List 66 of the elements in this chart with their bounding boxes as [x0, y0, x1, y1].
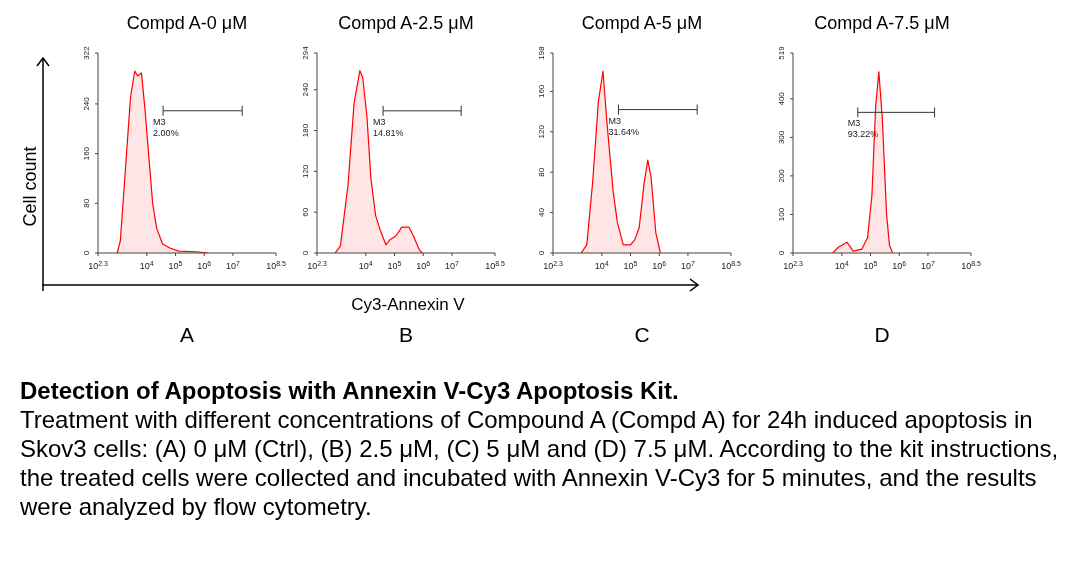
x-tick-label: 10$^{6}$ — [197, 259, 212, 271]
x-tick-label: 10$^{8.5}$ — [485, 259, 505, 271]
x-tick-label: 10$^{2.3}$ — [543, 259, 563, 271]
x-tick-label: 10$^{8.5}$ — [721, 259, 741, 271]
chart-title: Compd A-7.5 μM — [813, 13, 951, 35]
annotation: 2.00% — [153, 127, 179, 138]
x-tick-label: 10$^{7}$ — [225, 259, 240, 271]
x-tick-label: 10$^{6}$ — [652, 259, 667, 271]
x-tick-label: 10$^{7}$ — [920, 259, 935, 271]
x-tick-label: 10$^{7}$ — [680, 259, 695, 271]
annotation: 14.81% — [373, 127, 404, 138]
y-tick-label: 200 — [777, 168, 786, 183]
y-tick-label: 300 — [777, 130, 786, 145]
x-tick-label: 10$^{6}$ — [892, 259, 907, 271]
x-tick-label: 10$^{2.3}$ — [88, 259, 108, 271]
x-tick-label: 10$^{5}$ — [623, 259, 638, 271]
x-axis-title: B — [398, 323, 414, 347]
y-tick-label: 0 — [301, 250, 310, 256]
x-tick-label: 10$^{6}$ — [416, 259, 431, 271]
x-tick-label: 10$^{7}$ — [444, 259, 459, 271]
y-tick-label: 120 — [537, 124, 546, 139]
x-tick-label: 10$^{8.5}$ — [266, 259, 286, 271]
x-tick-label: 10$^{5}$ — [168, 259, 183, 271]
y-tick-label: 40 — [537, 207, 546, 218]
y-tick-label: 0 — [82, 250, 91, 256]
x-tick-label: 10$^{4}$ — [594, 259, 609, 271]
y-tick-label: 160 — [537, 84, 546, 99]
chart-title: Compd A-0 μM — [125, 13, 249, 35]
y-tick-label: 400 — [777, 91, 786, 106]
y-axis-title: Cell count — [19, 145, 41, 229]
y-tick-label: 60 — [301, 207, 310, 217]
x-tick-label: 10$^{5}$ — [863, 259, 878, 271]
chart-title: Compd A-5 μM — [580, 13, 704, 35]
x-axis-title: C — [633, 323, 651, 347]
y-tick-label: 80 — [537, 167, 546, 177]
annotation: 31.64% — [608, 126, 639, 137]
y-tick-label: 100 — [777, 207, 786, 222]
y-tick-label: 0 — [777, 250, 786, 256]
x-tick-label: 10$^{4}$ — [358, 259, 373, 271]
text: Cy3-Annexin V — [350, 295, 466, 315]
y-tick-label: 120 — [301, 164, 310, 179]
y-tick-label: 198 — [537, 45, 546, 60]
text: Detection of Apoptosis with Annexin V-Cy3 Apoptosis Kit. — [20, 376, 680, 405]
y-tick-label: 160 — [82, 146, 91, 161]
x-tick-label: 10$^{8.5}$ — [961, 259, 981, 271]
y-tick-label: 519 — [777, 45, 786, 60]
x-tick-label: 10$^{2.3}$ — [307, 259, 327, 271]
legend-label: M3 — [608, 115, 621, 126]
x-tick-label: 10$^{5}$ — [387, 259, 402, 271]
text: Treatment with different concentrations of Compound A (Compd A) for 24h induced apoptosis in Skov3 cells: (A) 0 μM (Ctrl), (B) 2.5 μM, (C) 5 μM and (D) 7.5 μM. According to the kit instructions, the treated cells were collected and incubated with Annexin V-Cy3 for 5 minutes, and the results were analyzed by flow cytometry. — [20, 405, 1060, 521]
y-tick-label: 180 — [301, 123, 310, 138]
legend-label: M3 — [373, 116, 386, 127]
x-tick-label: 10$^{4}$ — [139, 259, 154, 271]
legend-label: M3 — [153, 116, 166, 127]
legend-label: M3 — [847, 118, 861, 129]
chart-title: Compd A-2.5 μM — [337, 13, 475, 35]
x-tick-label: 10$^{2.3}$ — [783, 259, 803, 271]
y-tick-label: 240 — [301, 82, 310, 97]
y-tick-label: 0 — [537, 250, 546, 256]
x-tick-label: 10$^{4}$ — [834, 259, 849, 271]
x-axis-title: D — [873, 323, 891, 347]
y-tick-label: 294 — [301, 45, 310, 60]
x-axis-title: A — [179, 323, 195, 347]
y-tick-label: 240 — [82, 96, 91, 111]
y-tick-label: 322 — [82, 45, 91, 60]
y-tick-label: 80 — [82, 198, 91, 208]
